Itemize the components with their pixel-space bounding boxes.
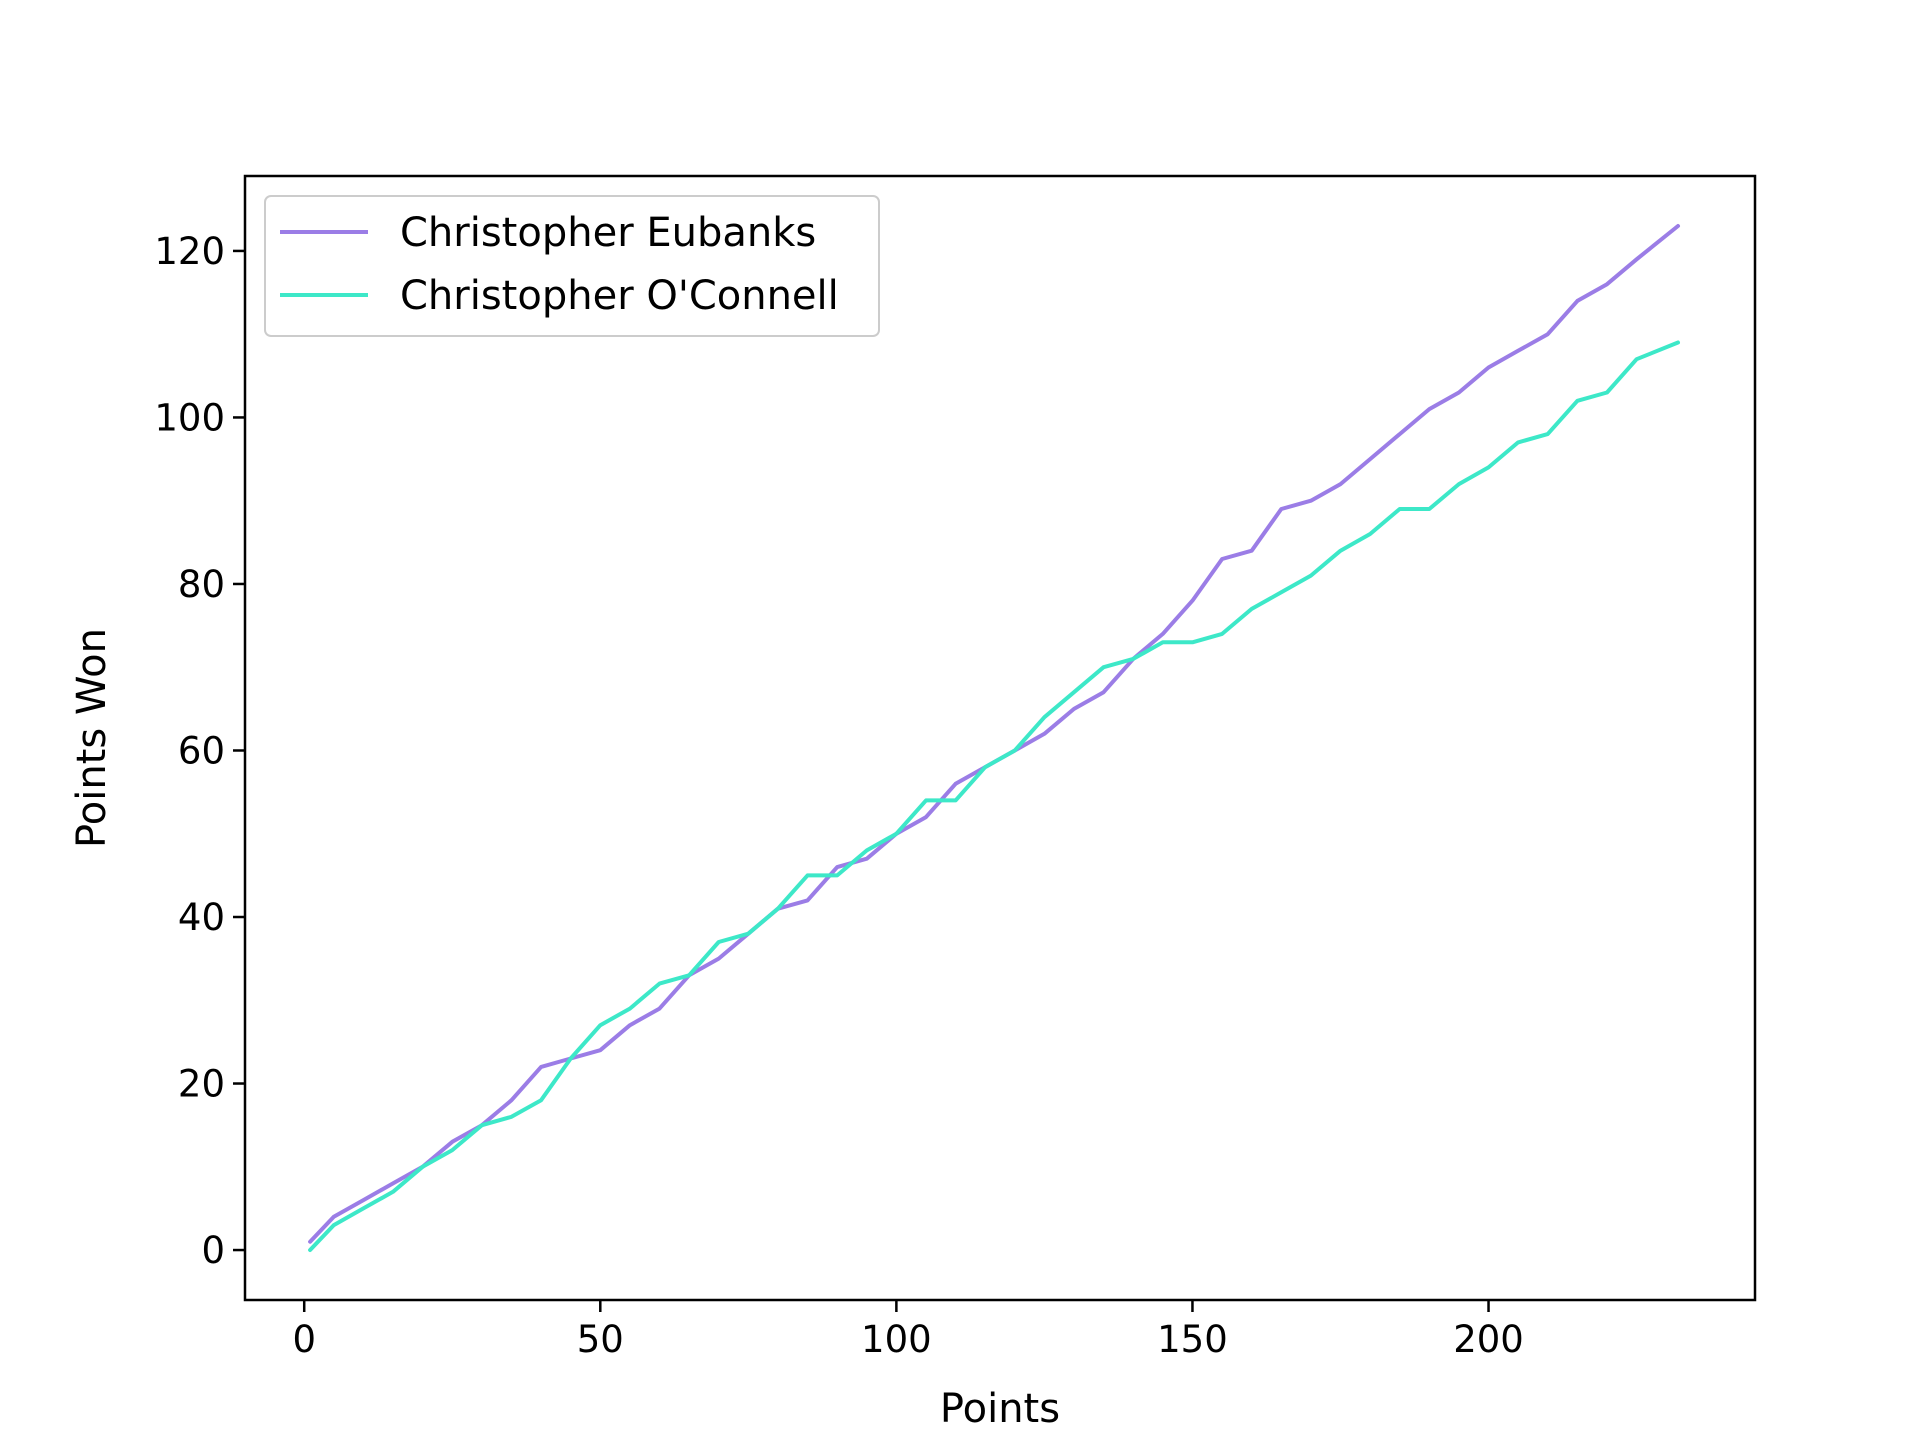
x-tick-label: 200 bbox=[1453, 1318, 1524, 1361]
x-tick-label: 0 bbox=[292, 1318, 316, 1361]
x-axis-label: Points bbox=[940, 1386, 1060, 1432]
y-tick-label: 60 bbox=[178, 729, 225, 772]
legend-label-oconnell: Christopher O'Connell bbox=[400, 273, 839, 319]
y-tick-label: 20 bbox=[178, 1063, 225, 1106]
legend-label-eubanks: Christopher Eubanks bbox=[400, 210, 816, 256]
x-tick-label: 50 bbox=[577, 1318, 624, 1361]
x-tick-label: 150 bbox=[1157, 1318, 1228, 1361]
y-axis-label: Points Won bbox=[69, 628, 115, 848]
y-tick-label: 40 bbox=[178, 896, 225, 939]
legend-box bbox=[264, 195, 880, 337]
y-tick-label: 120 bbox=[154, 230, 225, 273]
plot-lines bbox=[308, 224, 1680, 1252]
x-tick-label: 100 bbox=[861, 1318, 932, 1361]
series-line-1 bbox=[308, 340, 1680, 1252]
y-tick-label: 100 bbox=[154, 396, 225, 439]
y-tick-label: 80 bbox=[178, 563, 225, 606]
y-axis-ticks: 0 20 40 60 80 100 120 bbox=[154, 230, 245, 1272]
y-tick-label: 0 bbox=[201, 1229, 225, 1272]
plot-frame bbox=[243, 174, 1757, 1302]
legend: Christopher Eubanks Christopher O'Connel… bbox=[264, 195, 880, 337]
x-axis-ticks: 0 50 100 150 200 bbox=[292, 1300, 1524, 1361]
